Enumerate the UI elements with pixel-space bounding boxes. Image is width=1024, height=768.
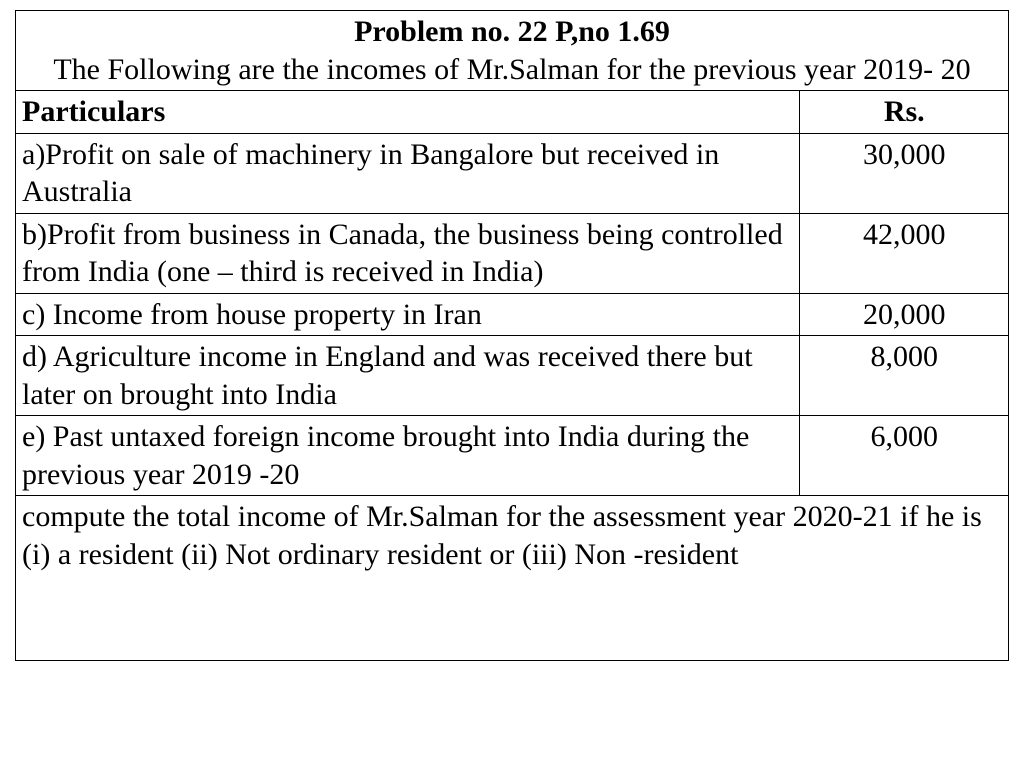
- particulars-cell: e) Past untaxed foreign income brought i…: [16, 416, 800, 496]
- table-row: d) Agriculture income in England and was…: [16, 336, 1009, 416]
- table-row: a)Profit on sale of machinery in Bangalo…: [16, 133, 1009, 213]
- footer-row: compute the total income of Mr.Salman fo…: [16, 496, 1009, 661]
- amount-cell: 20,000: [800, 293, 1009, 336]
- table-row: e) Past untaxed foreign income brought i…: [16, 416, 1009, 496]
- table-row: c) Income from house property in Iran 20…: [16, 293, 1009, 336]
- amount-cell: 42,000: [800, 213, 1009, 293]
- header-amount: Rs.: [800, 91, 1009, 134]
- particulars-cell: c) Income from house property in Iran: [16, 293, 800, 336]
- table-row: b)Profit from business in Canada, the bu…: [16, 213, 1009, 293]
- title-line1: Problem no. 22 P,no 1.69: [354, 15, 670, 48]
- title-line2: The Following are the incomes of Mr.Salm…: [53, 53, 970, 86]
- amount-cell: 6,000: [800, 416, 1009, 496]
- header-row: Particulars Rs.: [16, 91, 1009, 134]
- amount-cell: 30,000: [800, 133, 1009, 213]
- title-row: Problem no. 22 P,no 1.69 The Following a…: [16, 11, 1009, 91]
- particulars-cell: b)Profit from business in Canada, the bu…: [16, 213, 800, 293]
- title-cell: Problem no. 22 P,no 1.69 The Following a…: [16, 11, 1009, 91]
- particulars-cell: a)Profit on sale of machinery in Bangalo…: [16, 133, 800, 213]
- page-container: Problem no. 22 P,no 1.69 The Following a…: [0, 0, 1024, 661]
- particulars-cell: d) Agriculture income in England and was…: [16, 336, 800, 416]
- header-particulars: Particulars: [16, 91, 800, 134]
- amount-cell: 8,000: [800, 336, 1009, 416]
- problem-table: Problem no. 22 P,no 1.69 The Following a…: [15, 10, 1009, 661]
- footer-cell: compute the total income of Mr.Salman fo…: [16, 496, 1009, 661]
